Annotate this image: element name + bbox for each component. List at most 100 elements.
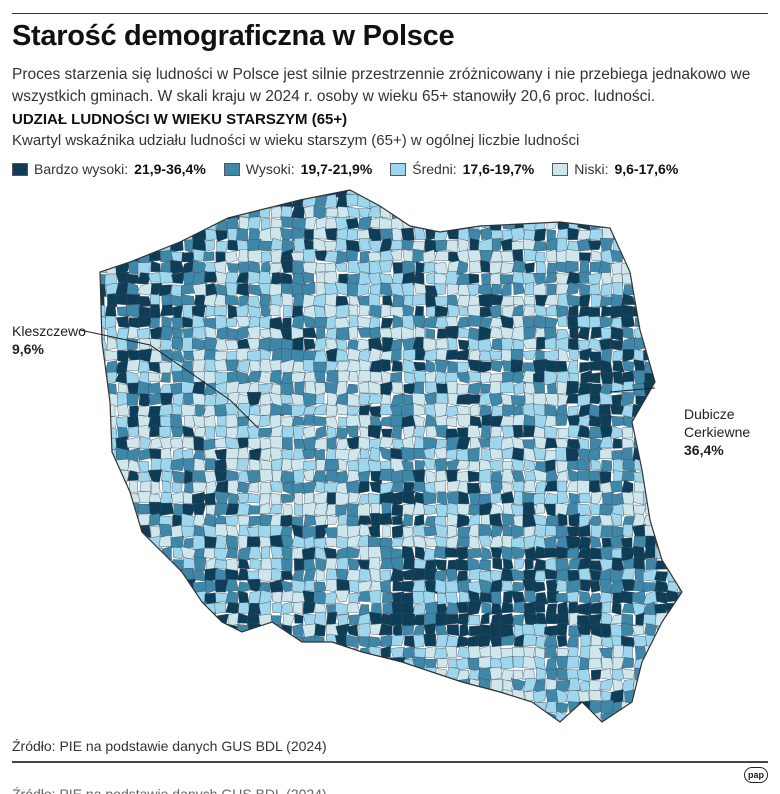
municipality-cell <box>291 678 305 692</box>
municipality-cell <box>620 537 633 550</box>
municipality-cell <box>100 292 105 307</box>
municipality-cell <box>533 282 547 297</box>
municipality-cell <box>547 382 557 397</box>
municipality-cell <box>302 667 316 681</box>
municipality-cell <box>588 205 604 221</box>
municipality-cell <box>100 678 109 693</box>
municipality-cell <box>423 633 437 647</box>
municipality-cell <box>192 217 205 230</box>
municipality-cell <box>490 591 502 605</box>
municipality-cell <box>434 723 448 736</box>
municipality-cell <box>301 281 316 297</box>
municipality-cell <box>378 623 393 636</box>
municipality-cell <box>447 337 458 352</box>
municipality-cell <box>181 678 194 691</box>
municipality-cell <box>611 415 624 427</box>
municipality-cell <box>257 645 273 660</box>
municipality-cell <box>380 668 392 681</box>
municipality-cell <box>422 315 439 329</box>
municipality-cell <box>237 725 248 734</box>
municipality-cell <box>656 480 667 495</box>
municipality-cell <box>448 724 459 737</box>
municipality-cell <box>490 479 504 494</box>
municipality-cell <box>664 678 677 693</box>
municipality-cell <box>369 712 384 722</box>
municipality-cell <box>632 271 645 283</box>
municipality-cell <box>478 468 492 484</box>
lead-text: Proces starzenia się ludności w Polsce j… <box>12 66 751 105</box>
municipality-cell <box>291 416 304 426</box>
municipality-cell <box>577 315 592 328</box>
municipality-cell <box>667 317 679 330</box>
municipality-cell <box>578 416 592 428</box>
municipality-cell <box>490 205 504 218</box>
municipality-cell <box>457 190 471 196</box>
municipality-cell <box>213 658 228 672</box>
municipality-cell <box>445 613 459 625</box>
municipality-cell <box>149 557 163 573</box>
municipality-cell <box>610 326 624 342</box>
municipality-cell <box>192 678 206 692</box>
municipality-cell <box>676 261 682 274</box>
municipality-cell <box>115 514 129 527</box>
municipality-cell <box>524 702 536 714</box>
municipality-cell <box>621 370 635 384</box>
municipality-cell <box>665 326 681 340</box>
municipality-cell <box>149 216 163 232</box>
municipality-cell <box>689 636 702 647</box>
municipality-cell <box>171 482 183 494</box>
municipality-cell <box>100 239 107 252</box>
municipality-cell <box>280 382 295 396</box>
municipality-cell <box>100 700 107 715</box>
municipality-cell <box>556 305 570 317</box>
municipality-cell <box>600 190 611 196</box>
municipality-cell <box>654 394 667 406</box>
municipality-cell <box>103 227 118 241</box>
municipality-cell <box>533 689 548 704</box>
legend-range: 19,7-21,9% <box>300 161 373 177</box>
municipality-cell <box>435 240 448 252</box>
municipality-cell <box>357 714 371 722</box>
municipality-cell <box>314 701 327 715</box>
municipality-cell <box>116 723 128 737</box>
municipality-cell <box>413 724 426 737</box>
municipality-cell <box>204 701 217 716</box>
municipality-cell <box>532 272 546 287</box>
municipality-cell <box>578 723 591 737</box>
municipality-cell <box>127 205 140 221</box>
municipality-cell <box>645 657 658 669</box>
municipality-cell <box>192 190 204 196</box>
municipality-cell <box>126 692 141 705</box>
municipality-cell <box>414 190 426 198</box>
municipality-cell <box>147 197 162 210</box>
municipality-cell <box>478 712 492 722</box>
municipality-cell <box>555 725 568 737</box>
map-subtitle: UDZIAŁ LUDNOŚCI W WIEKU STARSZYM (65+) <box>12 111 348 128</box>
municipality-cell <box>654 678 668 692</box>
municipality-cell <box>402 503 415 517</box>
municipality-cell <box>643 273 658 286</box>
municipality-cell <box>665 282 679 297</box>
municipality-cell <box>246 680 261 693</box>
municipality-cell <box>446 283 459 297</box>
municipality-cell <box>335 338 347 351</box>
municipality-cell <box>282 503 293 517</box>
municipality-cell <box>214 194 227 207</box>
municipality-cell <box>609 512 622 527</box>
municipality-cell <box>324 690 337 704</box>
municipality-cell <box>490 359 504 373</box>
municipality-cell <box>688 492 701 505</box>
municipality-cell <box>115 227 129 241</box>
municipality-cell <box>645 459 657 472</box>
municipality-cell <box>588 724 602 736</box>
municipality-cell <box>678 647 682 659</box>
municipality-cell <box>688 317 700 327</box>
municipality-cell <box>422 338 437 352</box>
municipality-cell <box>511 190 525 197</box>
municipality-cell <box>412 248 425 264</box>
municipality-cell <box>171 645 185 658</box>
municipality-cell <box>535 502 545 514</box>
municipality-cell <box>436 470 447 482</box>
municipality-cell <box>579 492 592 504</box>
